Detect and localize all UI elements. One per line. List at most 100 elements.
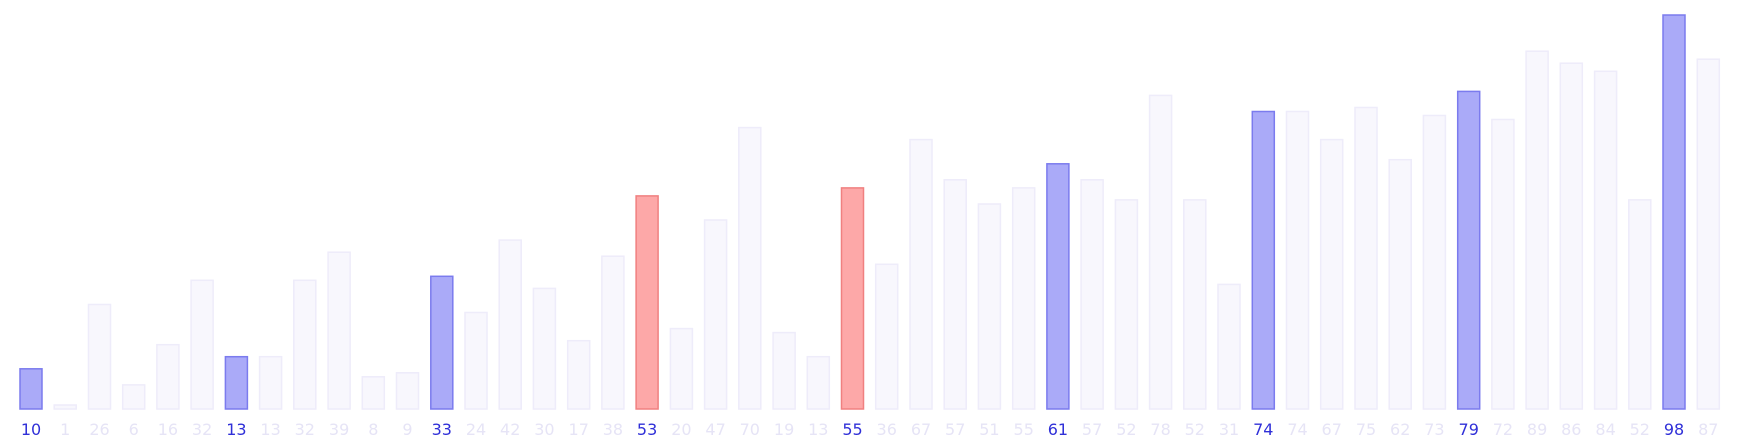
tick-label-31: 57 — [1082, 420, 1102, 439]
tick-label-41: 73 — [1424, 420, 1444, 439]
bar-16 — [566, 339, 591, 410]
bar-32 — [1114, 199, 1139, 410]
bar-41 — [1422, 114, 1447, 410]
tick-label-2: 26 — [89, 420, 109, 439]
tick-label-4: 16 — [158, 420, 178, 439]
bar-49 — [1696, 58, 1721, 410]
tick-label-30: 61 — [1048, 420, 1068, 439]
bar-44 — [1525, 50, 1549, 410]
bar-9 — [327, 251, 351, 410]
bar-45 — [1559, 62, 1584, 410]
tick-label-13: 24 — [466, 420, 486, 439]
bar-30 — [1046, 163, 1070, 410]
tick-label-0: 10 — [21, 420, 41, 439]
bar-34 — [1183, 199, 1207, 410]
bar-7 — [258, 355, 283, 410]
bar-24 — [840, 187, 865, 410]
bar-39 — [1354, 106, 1378, 410]
tick-label-34: 52 — [1185, 420, 1205, 439]
tick-label-12: 33 — [432, 420, 452, 439]
tick-labels-group: 10 1 26 6 16 32 13 13 32 39 8 9 33 24 42 30 17 38 53 20 47 70… — [21, 420, 1719, 439]
bar-46 — [1593, 70, 1618, 410]
bar-22 — [772, 331, 796, 410]
tick-label-8: 32 — [295, 420, 315, 439]
bar-29 — [1011, 187, 1036, 410]
bar-35 — [1217, 283, 1241, 410]
bar-26 — [909, 138, 933, 410]
bar-48 — [1662, 14, 1686, 410]
tick-label-43: 72 — [1493, 420, 1513, 439]
tick-label-23: 13 — [808, 420, 828, 439]
tick-label-49: 87 — [1698, 420, 1718, 439]
tick-label-10: 8 — [368, 420, 378, 439]
tick-label-11: 9 — [402, 420, 412, 439]
tick-label-9: 39 — [329, 420, 349, 439]
tick-label-45: 86 — [1561, 420, 1581, 439]
tick-label-28: 51 — [979, 420, 999, 439]
bar-37 — [1285, 110, 1310, 410]
bar-38 — [1319, 138, 1344, 410]
tick-label-18: 53 — [637, 420, 657, 439]
tick-label-26: 67 — [911, 420, 931, 439]
bar-21 — [738, 126, 762, 410]
bar-27 — [943, 179, 967, 410]
bar-3 — [121, 384, 146, 410]
bar-25 — [874, 263, 899, 410]
bar-23 — [806, 355, 831, 410]
tick-label-14: 42 — [500, 420, 520, 439]
tick-label-33: 78 — [1150, 420, 1170, 439]
tick-label-22: 19 — [774, 420, 794, 439]
bar-2 — [87, 303, 112, 410]
tick-label-1: 1 — [60, 420, 70, 439]
bar-14 — [498, 239, 522, 410]
tick-label-39: 75 — [1356, 420, 1376, 439]
bar-28 — [977, 203, 1002, 410]
bar-5 — [190, 279, 214, 410]
bar-42 — [1456, 90, 1481, 410]
tick-label-25: 36 — [877, 420, 897, 439]
tick-label-37: 74 — [1287, 420, 1307, 439]
bar-31 — [1080, 179, 1104, 410]
tick-label-47: 52 — [1630, 420, 1650, 439]
bar-0 — [19, 368, 43, 410]
bar-15 — [532, 287, 557, 410]
bar-8 — [293, 279, 317, 410]
tick-label-21: 70 — [740, 420, 760, 439]
bar-43 — [1491, 118, 1515, 410]
tick-label-24: 55 — [842, 420, 862, 439]
tick-label-32: 52 — [1116, 420, 1136, 439]
tick-label-5: 32 — [192, 420, 212, 439]
tick-label-48: 98 — [1664, 420, 1684, 439]
bar-17 — [601, 255, 625, 410]
bar-4 — [156, 343, 180, 410]
bar-47 — [1628, 199, 1652, 410]
bar-19 — [669, 327, 694, 410]
tick-label-16: 17 — [569, 420, 589, 439]
tick-label-36: 74 — [1253, 420, 1273, 439]
bar-11 — [395, 372, 420, 410]
tick-label-40: 62 — [1390, 420, 1410, 439]
tick-label-7: 13 — [260, 420, 280, 439]
bar-13 — [464, 311, 488, 410]
tick-label-20: 47 — [705, 420, 725, 439]
tick-label-19: 20 — [671, 420, 691, 439]
tick-label-15: 30 — [534, 420, 554, 439]
tick-label-38: 67 — [1322, 420, 1342, 439]
tick-label-46: 84 — [1595, 420, 1615, 439]
tick-label-27: 57 — [945, 420, 965, 439]
tick-label-29: 55 — [1014, 420, 1034, 439]
bar-36 — [1251, 110, 1276, 410]
bar-10 — [361, 376, 386, 410]
bar-40 — [1388, 158, 1412, 410]
bar-20 — [703, 219, 728, 410]
tick-label-6: 13 — [226, 420, 246, 439]
bar-1 — [53, 404, 77, 410]
tick-label-44: 89 — [1527, 420, 1547, 439]
tick-label-35: 31 — [1219, 420, 1239, 439]
tick-label-3: 6 — [129, 420, 139, 439]
tick-label-17: 38 — [603, 420, 623, 439]
bar-6 — [224, 355, 249, 410]
bar-12 — [430, 275, 454, 410]
bar-18 — [635, 195, 659, 410]
